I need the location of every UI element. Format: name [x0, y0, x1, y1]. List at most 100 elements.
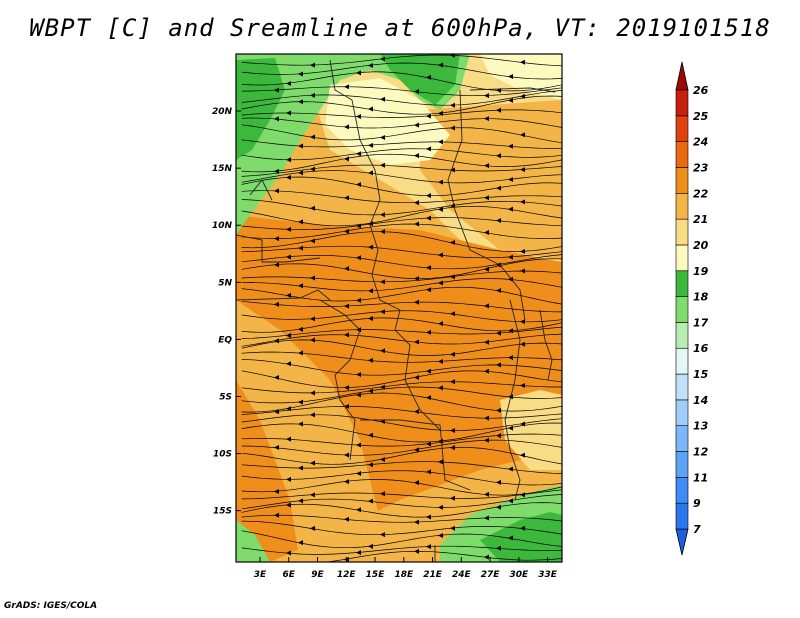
- streamline-arrow: [310, 412, 315, 418]
- streamline-arrow: [310, 337, 315, 343]
- border-line: [360, 419, 471, 491]
- colorbar-segment: [675, 89, 689, 117]
- map-frame: [235, 53, 563, 563]
- y-tick-label: 5S: [219, 392, 232, 402]
- border-line: [236, 234, 321, 263]
- colorbar-segment: [675, 270, 689, 297]
- streamline: [241, 164, 562, 177]
- streamline: [241, 326, 562, 339]
- streamline-arrow: [496, 362, 501, 368]
- grads-credit: GrADS: IGES/COLA: [4, 601, 98, 611]
- streamline-arrow: [274, 374, 279, 380]
- streamline-arrow: [344, 385, 349, 391]
- streamline-arrow: [484, 415, 489, 421]
- streamline-arrow: [508, 535, 513, 541]
- streamline-arrow: [298, 399, 303, 405]
- colorbar-label: 13: [693, 420, 709, 433]
- streamline-arrow: [508, 254, 513, 260]
- streamline-arrow: [298, 326, 303, 332]
- streamline-arrow: [520, 492, 525, 498]
- x-tick-label: 30E: [510, 570, 530, 580]
- colorbar-segment: [675, 322, 689, 349]
- field-region-east-dry-patch: [500, 390, 562, 470]
- streamline: [241, 545, 562, 555]
- streamline-arrow: [496, 433, 501, 439]
- streamline-arrow: [520, 268, 525, 274]
- border-line: [236, 289, 331, 301]
- streamline-arrow: [414, 519, 419, 525]
- streamline: [241, 414, 562, 431]
- colorbar-label: 11: [693, 471, 708, 484]
- streamline: [241, 359, 562, 376]
- x-axis: 3E 6E 9E 12E 15E 18E 21E 24E 27E 30E 33E: [254, 557, 558, 580]
- streamline: [241, 153, 562, 173]
- streamline-arrow: [520, 248, 525, 254]
- streamline-arrow: [438, 62, 443, 68]
- streamline: [241, 71, 562, 92]
- country-borders: [236, 59, 556, 562]
- streamline-arrow: [368, 462, 373, 468]
- streamline-arrow: [414, 375, 419, 381]
- border-line: [469, 87, 556, 93]
- streamline: [241, 392, 562, 413]
- streamline-arrow: [356, 372, 361, 378]
- streamline-arrow: [484, 163, 489, 169]
- streamline-arrow: [426, 368, 431, 374]
- streamline-arrow: [344, 403, 349, 409]
- streamline-arrow: [426, 113, 431, 119]
- streamline-arrow: [286, 361, 291, 367]
- field-region-warm-tongue: [420, 100, 562, 260]
- streamline-arrow: [344, 84, 349, 90]
- streamline-arrow: [450, 525, 455, 531]
- streamline-arrow: [274, 116, 279, 122]
- colorbar-segment: [675, 218, 689, 246]
- streamline-arrow: [286, 292, 291, 298]
- streamline-arrow: [344, 124, 349, 130]
- streamline-arrow: [496, 217, 501, 223]
- streamline-arrow: [426, 544, 431, 550]
- streamline-arrow: [344, 195, 349, 201]
- streamline-arrow: [508, 276, 513, 282]
- streamline-arrow: [496, 107, 501, 113]
- streamline-arrow: [368, 543, 373, 549]
- x-tick-label: 12E: [337, 570, 357, 580]
- streamline-arrow: [484, 116, 489, 122]
- border-line: [447, 89, 526, 321]
- streamline-arrow: [310, 316, 315, 322]
- streamline-arrow: [298, 350, 303, 356]
- x-tick-label: 6E: [283, 570, 296, 580]
- streamline-arrow: [450, 428, 455, 434]
- streamline-arrow: [496, 504, 501, 510]
- streamline-arrow: [450, 445, 455, 451]
- streamline-arrow: [286, 80, 291, 86]
- streamline-arrow: [286, 502, 291, 508]
- streamline: [241, 217, 562, 230]
- streamline-arrow: [426, 287, 431, 293]
- streamline-arrow: [484, 491, 489, 497]
- streamline-arrow: [344, 479, 349, 485]
- colorbar: 7 9 11 12 13 14 15 16 17 18 19 20 21 22 23 24 25 26: [675, 61, 709, 556]
- colorbar-label: 16: [693, 342, 709, 355]
- chart-title: WBPT [C] and Sreamline at 600hPa, VT: 20…: [29, 14, 771, 42]
- streamline-arrow: [274, 409, 279, 415]
- y-tick-label: EQ: [218, 335, 232, 345]
- streamline-arrow: [274, 301, 279, 307]
- streamline-arrow: [496, 479, 501, 485]
- streamline-arrow: [274, 512, 279, 518]
- streamline: [241, 333, 562, 347]
- streamline-arrow: [450, 495, 455, 501]
- streamline-arrow: [356, 297, 361, 303]
- streamline: [241, 406, 562, 419]
- streamline-arrow: [450, 167, 455, 173]
- streamline-arrow: [496, 262, 501, 268]
- streamline: [241, 223, 562, 239]
- streamline-arrow: [438, 280, 443, 286]
- streamline-arrow: [426, 193, 431, 199]
- border-line: [319, 299, 361, 461]
- streamline-arrow: [310, 205, 315, 211]
- streamline-arrow: [274, 338, 279, 344]
- streamline-arrow: [286, 436, 291, 442]
- streamline-arrow: [484, 554, 489, 560]
- y-axis: 20N 15N 10N 5N EQ 5S 10S 15S: [212, 107, 241, 517]
